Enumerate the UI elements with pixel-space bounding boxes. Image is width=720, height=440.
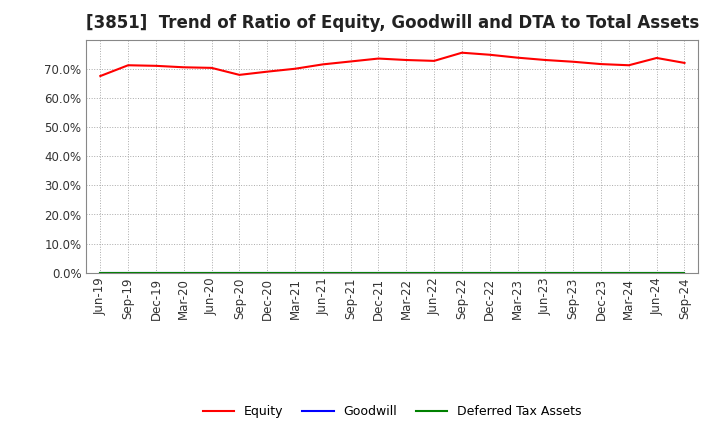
Deferred Tax Assets	[430, 270, 438, 275]
Goodwill	[374, 270, 383, 275]
Equity	[152, 63, 161, 69]
Deferred Tax Assets	[318, 270, 327, 275]
Goodwill	[458, 270, 467, 275]
Goodwill	[152, 270, 161, 275]
Goodwill	[569, 270, 577, 275]
Goodwill	[207, 270, 216, 275]
Equity	[624, 62, 633, 68]
Deferred Tax Assets	[235, 270, 243, 275]
Deferred Tax Assets	[513, 270, 522, 275]
Goodwill	[680, 270, 689, 275]
Goodwill	[597, 270, 606, 275]
Goodwill	[346, 270, 355, 275]
Goodwill	[263, 270, 271, 275]
Equity	[513, 55, 522, 60]
Deferred Tax Assets	[179, 270, 188, 275]
Equity	[374, 56, 383, 61]
Deferred Tax Assets	[485, 270, 494, 275]
Goodwill	[402, 270, 410, 275]
Deferred Tax Assets	[291, 270, 300, 275]
Goodwill	[179, 270, 188, 275]
Goodwill	[652, 270, 661, 275]
Deferred Tax Assets	[207, 270, 216, 275]
Goodwill	[485, 270, 494, 275]
Equity	[124, 62, 132, 68]
Equity	[597, 62, 606, 67]
Title: [3851]  Trend of Ratio of Equity, Goodwill and DTA to Total Assets: [3851] Trend of Ratio of Equity, Goodwil…	[86, 15, 699, 33]
Equity	[291, 66, 300, 71]
Goodwill	[318, 270, 327, 275]
Equity	[346, 59, 355, 64]
Equity	[402, 57, 410, 62]
Goodwill	[541, 270, 550, 275]
Equity	[485, 52, 494, 57]
Deferred Tax Assets	[597, 270, 606, 275]
Equity	[207, 65, 216, 70]
Deferred Tax Assets	[652, 270, 661, 275]
Equity	[235, 72, 243, 77]
Deferred Tax Assets	[624, 270, 633, 275]
Goodwill	[235, 270, 243, 275]
Goodwill	[430, 270, 438, 275]
Goodwill	[124, 270, 132, 275]
Legend: Equity, Goodwill, Deferred Tax Assets: Equity, Goodwill, Deferred Tax Assets	[198, 400, 587, 423]
Equity	[652, 55, 661, 61]
Deferred Tax Assets	[680, 270, 689, 275]
Equity	[458, 50, 467, 55]
Goodwill	[513, 270, 522, 275]
Equity	[569, 59, 577, 64]
Equity	[179, 65, 188, 70]
Deferred Tax Assets	[402, 270, 410, 275]
Deferred Tax Assets	[346, 270, 355, 275]
Deferred Tax Assets	[152, 270, 161, 275]
Equity	[680, 60, 689, 66]
Deferred Tax Assets	[124, 270, 132, 275]
Equity	[430, 58, 438, 63]
Deferred Tax Assets	[374, 270, 383, 275]
Deferred Tax Assets	[569, 270, 577, 275]
Goodwill	[291, 270, 300, 275]
Equity	[541, 57, 550, 62]
Deferred Tax Assets	[96, 270, 104, 275]
Equity	[263, 69, 271, 74]
Line: Equity: Equity	[100, 53, 685, 76]
Equity	[318, 62, 327, 67]
Deferred Tax Assets	[541, 270, 550, 275]
Deferred Tax Assets	[458, 270, 467, 275]
Goodwill	[96, 270, 104, 275]
Deferred Tax Assets	[263, 270, 271, 275]
Equity	[96, 73, 104, 79]
Goodwill	[624, 270, 633, 275]
